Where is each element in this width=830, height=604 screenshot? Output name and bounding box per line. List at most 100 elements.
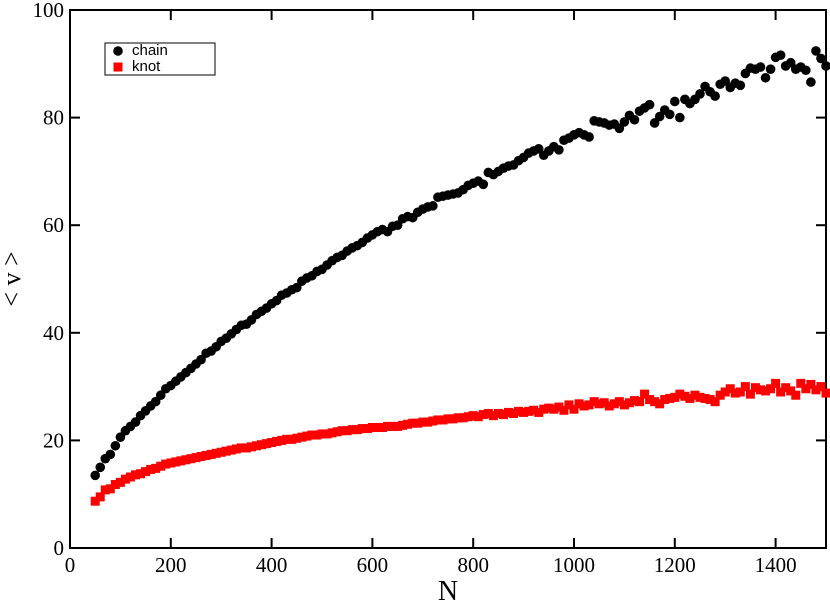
point	[312, 430, 322, 440]
y-tick-label: 0	[54, 536, 65, 560]
legend-marker	[113, 62, 123, 72]
point	[141, 467, 151, 477]
point	[236, 443, 246, 453]
point	[811, 46, 821, 56]
point	[161, 459, 171, 469]
point	[509, 409, 519, 418]
legend-marker	[113, 46, 123, 56]
point	[529, 405, 539, 415]
point	[594, 399, 604, 409]
point	[458, 413, 468, 423]
point	[609, 399, 619, 409]
point	[654, 111, 665, 122]
point	[448, 414, 458, 424]
point	[428, 201, 438, 211]
point	[750, 383, 760, 393]
point	[413, 418, 423, 428]
point	[660, 395, 670, 405]
point	[171, 457, 181, 467]
point	[342, 426, 352, 436]
point	[629, 396, 639, 406]
point	[90, 496, 100, 506]
point	[428, 416, 438, 426]
point	[806, 77, 816, 87]
point	[136, 469, 146, 479]
point	[352, 425, 362, 435]
point	[675, 112, 685, 123]
point	[302, 431, 312, 441]
point	[267, 438, 277, 448]
point	[377, 422, 387, 432]
point	[257, 440, 267, 450]
point	[317, 429, 327, 439]
point	[292, 433, 302, 443]
point	[816, 53, 826, 64]
point	[226, 445, 236, 455]
point	[120, 474, 130, 484]
point	[635, 397, 645, 407]
point	[418, 417, 428, 427]
point	[524, 406, 534, 416]
x-tick-label: 1200	[654, 553, 696, 577]
point	[695, 392, 705, 402]
point	[720, 76, 730, 86]
point	[559, 405, 569, 415]
point	[655, 399, 665, 409]
point	[604, 401, 614, 411]
point	[766, 384, 776, 394]
point	[131, 470, 141, 480]
point	[715, 390, 725, 400]
point	[564, 400, 574, 410]
point	[680, 391, 690, 401]
point	[433, 415, 443, 425]
point	[282, 434, 292, 444]
point	[191, 453, 201, 463]
point	[105, 449, 116, 460]
point	[297, 432, 307, 442]
point	[221, 446, 231, 456]
x-axis-label: N	[438, 576, 458, 604]
point	[735, 387, 745, 397]
point	[292, 282, 302, 293]
point	[700, 393, 710, 403]
point	[745, 389, 755, 399]
point	[584, 132, 594, 142]
point	[151, 463, 161, 473]
point	[705, 395, 715, 405]
point	[498, 410, 508, 420]
point	[110, 480, 120, 490]
point	[554, 145, 564, 155]
point	[383, 421, 393, 431]
point	[821, 61, 830, 71]
point	[640, 389, 650, 399]
point	[392, 220, 403, 230]
point	[589, 397, 599, 407]
y-axis-label: < v >	[0, 251, 26, 306]
point	[478, 179, 489, 190]
point	[791, 390, 801, 400]
point	[483, 409, 493, 418]
point	[146, 464, 156, 474]
point	[176, 456, 186, 466]
point	[775, 50, 786, 60]
point	[110, 440, 121, 451]
point	[438, 415, 448, 425]
point	[664, 109, 675, 120]
point	[347, 425, 357, 435]
point	[584, 400, 594, 410]
y-tick-label: 40	[43, 321, 64, 345]
point	[614, 397, 624, 407]
point	[761, 386, 771, 396]
point	[554, 402, 564, 412]
x-tick-label: 400	[256, 553, 288, 577]
point	[665, 393, 675, 403]
point	[468, 411, 478, 421]
point	[206, 449, 216, 459]
point	[367, 422, 377, 432]
point	[277, 435, 287, 445]
point	[262, 439, 272, 449]
point	[710, 91, 720, 101]
point	[155, 390, 166, 401]
point	[453, 413, 463, 423]
point	[549, 404, 559, 414]
